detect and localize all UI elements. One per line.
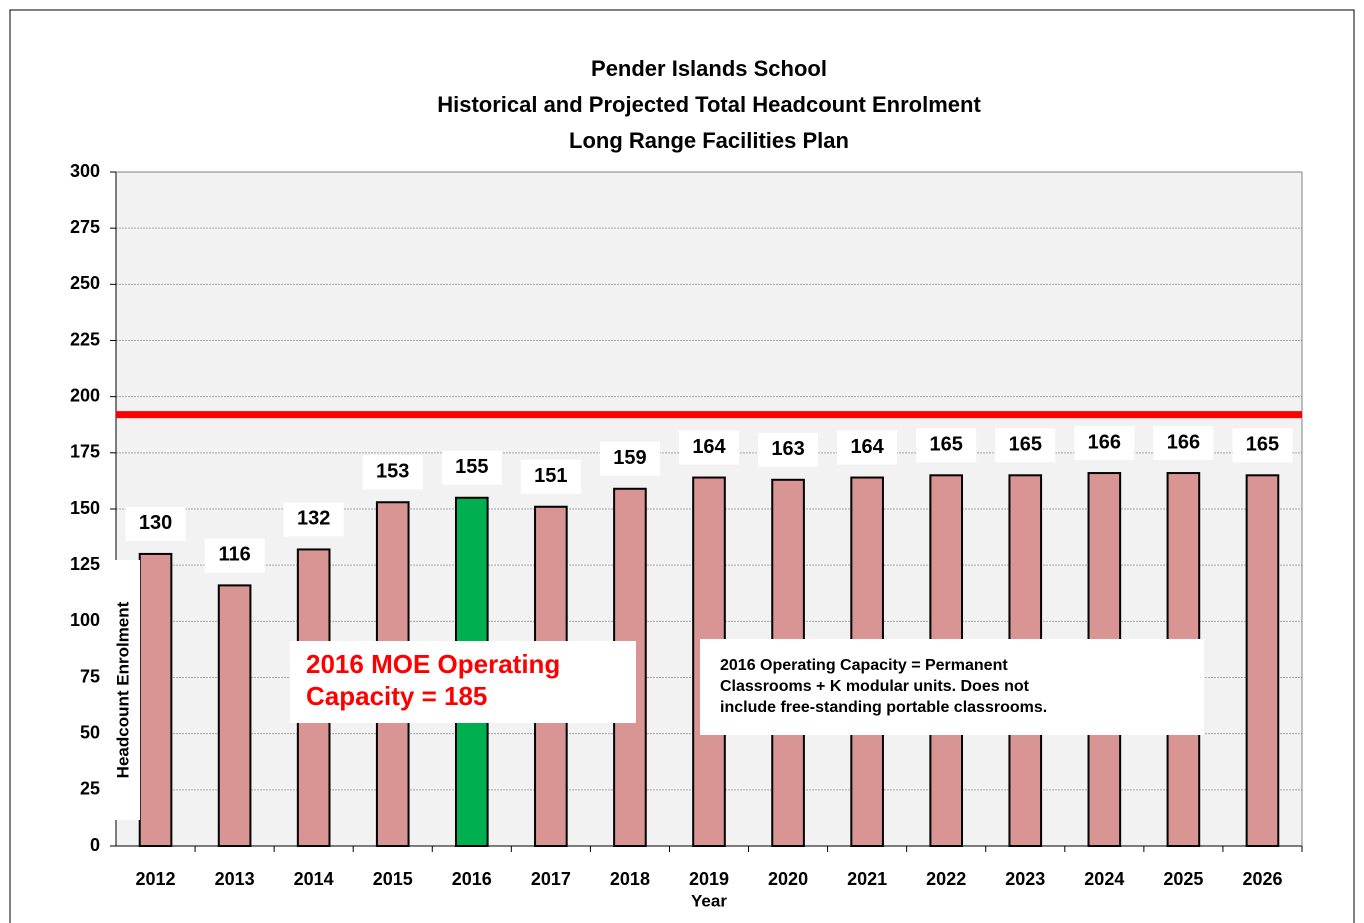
y-tick-label: 100	[70, 610, 100, 630]
data-label: 166	[1088, 431, 1121, 453]
x-tick-label: 2021	[847, 869, 887, 889]
chart-title: Pender Islands School	[591, 56, 827, 81]
x-tick-label: 2024	[1084, 869, 1124, 889]
x-tick-label: 2020	[768, 869, 808, 889]
bar	[1245, 474, 1280, 847]
y-tick-label: 125	[70, 554, 100, 574]
data-label: 153	[376, 461, 409, 483]
data-label: 130	[139, 512, 172, 534]
bar	[138, 552, 173, 848]
data-label: 116	[218, 544, 250, 566]
data-label-box	[520, 459, 581, 494]
chart-title: Long Range Facilities Plan	[569, 128, 849, 153]
y-tick-label: 275	[70, 217, 100, 237]
x-tick-label: 2012	[136, 869, 176, 889]
annotation-text: include free-standing portable classroom…	[720, 699, 1047, 716]
data-label-box	[1232, 428, 1293, 463]
data-label: 163	[771, 438, 804, 460]
data-label-box	[837, 430, 898, 465]
y-tick-label: 175	[70, 442, 100, 462]
x-tick-label: 2015	[373, 869, 413, 889]
y-axis-label: Headcount Enrolment	[113, 601, 132, 778]
x-axis-label: Year	[691, 891, 727, 910]
x-tick-label: 2017	[531, 869, 571, 889]
data-label: 165	[930, 434, 963, 456]
y-tick-label: 200	[70, 385, 100, 405]
y-tick-label: 300	[70, 161, 100, 181]
data-label-box	[679, 430, 739, 465]
y-tick-label: 225	[70, 329, 100, 349]
data-label-box	[995, 428, 1056, 463]
y-tick-label: 25	[80, 779, 100, 799]
data-label-box	[916, 428, 977, 463]
y-tick-label: 250	[70, 273, 100, 293]
x-tick-label: 2016	[452, 869, 492, 889]
x-tick-label: 2022	[926, 869, 966, 889]
x-tick-label: 2025	[1163, 869, 1203, 889]
data-label-box	[283, 502, 344, 537]
data-label: 166	[1167, 431, 1200, 453]
annotation-text: 2016 Operating Capacity = Permanent	[720, 657, 1008, 674]
x-tick-label: 2023	[1005, 869, 1045, 889]
data-label-box	[1074, 426, 1135, 461]
data-label: 155	[455, 456, 488, 478]
data-label: 164	[850, 436, 884, 458]
y-tick-label: 150	[70, 498, 100, 518]
annotation-box	[700, 639, 1204, 735]
data-label: 164	[692, 436, 726, 458]
annotation-text: Capacity = 185	[306, 681, 487, 711]
data-label: 132	[297, 508, 330, 530]
y-label-box	[110, 560, 140, 820]
data-label-box	[1153, 426, 1214, 461]
x-tick-label: 2018	[610, 869, 650, 889]
annotation-text: Classrooms + K modular units. Does not	[720, 678, 1030, 695]
chart-title: Historical and Projected Total Headcount…	[437, 92, 981, 117]
data-label: 151	[534, 465, 567, 487]
frame	[9, 9, 1355, 923]
data-label: 159	[613, 447, 646, 469]
annotation-text: 2016 MOE Operating	[306, 649, 560, 679]
annotation-box	[290, 641, 636, 723]
x-tick-label: 2026	[1242, 869, 1282, 889]
x-tick-label: 2014	[294, 869, 334, 889]
y-tick-label: 50	[80, 722, 100, 742]
data-label: 165	[1246, 434, 1279, 456]
bar	[217, 584, 252, 847]
y-tick-label: 0	[90, 835, 100, 855]
data-label-box	[599, 441, 660, 476]
x-tick-label: 2013	[215, 869, 255, 889]
data-label-box	[758, 432, 819, 467]
data-label: 165	[1009, 434, 1042, 456]
x-tick-label: 2019	[689, 869, 729, 889]
data-label-box	[125, 506, 186, 541]
data-label-box	[362, 455, 423, 490]
data-label-box	[204, 538, 265, 573]
y-tick-label: 75	[80, 666, 100, 686]
data-label-box	[441, 450, 502, 485]
